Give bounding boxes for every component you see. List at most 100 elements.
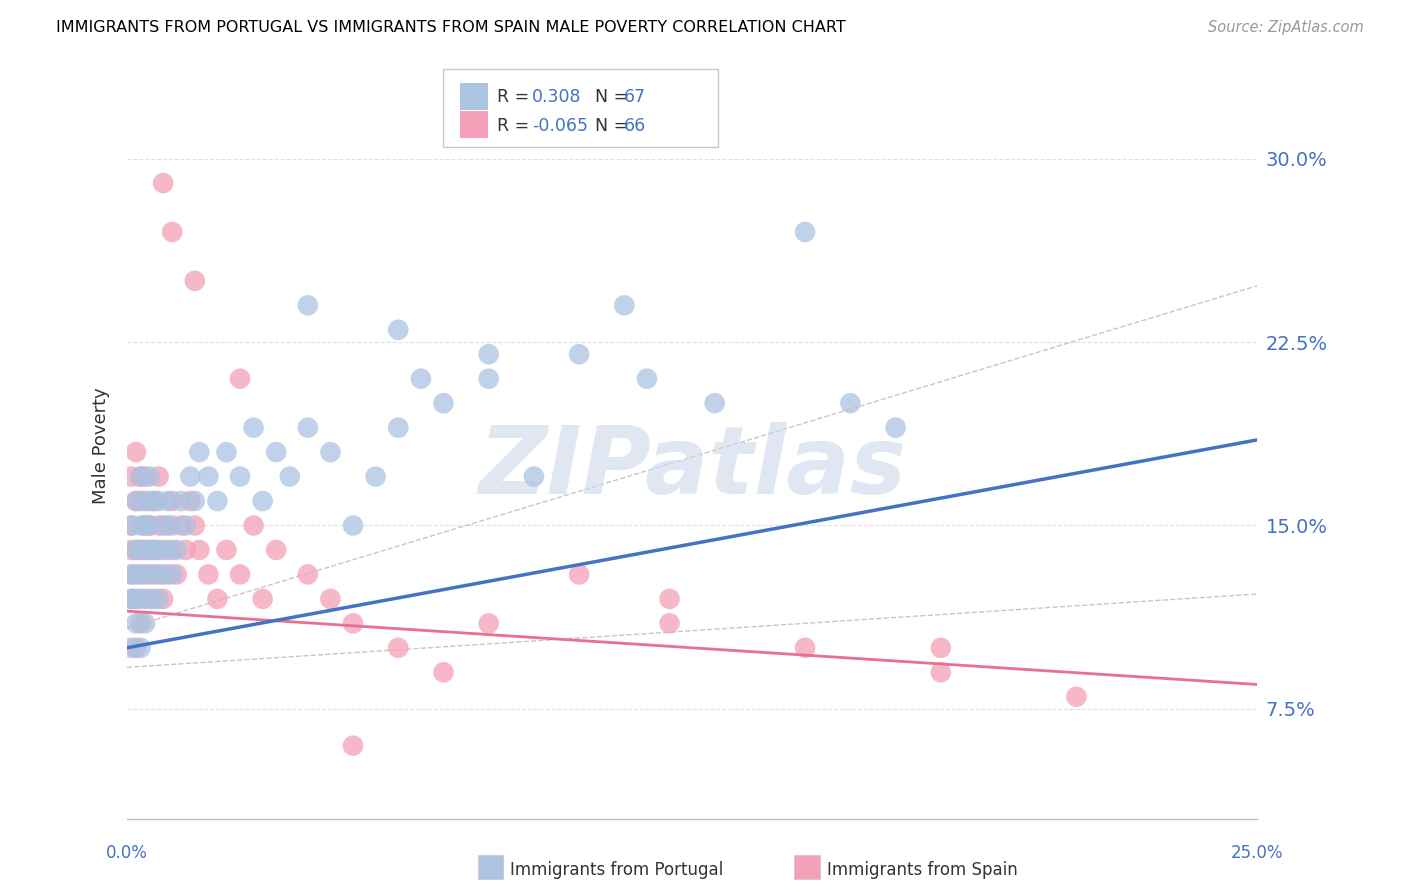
Point (839, 396, 862, 410)
Point (143, 494, 166, 508)
Text: 0.308: 0.308 (531, 88, 582, 106)
Point (121, 469, 143, 483)
Point (160, 518, 183, 533)
Point (215, 445, 238, 459)
Point (121, 567, 143, 582)
Point (121, 567, 143, 582)
Point (170, 518, 193, 533)
Point (138, 518, 160, 533)
Point (152, 518, 174, 533)
Point (179, 494, 201, 508)
Point (125, 640, 148, 655)
Point (613, 298, 636, 312)
Point (125, 567, 148, 582)
Text: 25.0%: 25.0% (1232, 844, 1284, 862)
Point (184, 274, 207, 288)
Point (160, 567, 183, 582)
Point (152, 176, 174, 190)
Point (134, 469, 156, 483)
Point (794, 225, 817, 239)
Point (197, 567, 219, 582)
Point (1066, 690, 1088, 704)
Text: 67: 67 (623, 88, 645, 106)
Point (134, 567, 156, 582)
Text: N =: N = (583, 88, 634, 106)
Point (129, 494, 152, 508)
Point (129, 469, 152, 483)
Point (134, 616, 156, 631)
Point (156, 518, 179, 533)
Point (148, 494, 170, 508)
Point (129, 469, 152, 483)
Point (121, 518, 143, 533)
Point (148, 543, 170, 558)
Point (184, 518, 207, 533)
Point (156, 494, 179, 508)
Point (170, 494, 193, 508)
Point (134, 543, 156, 558)
Point (658, 616, 681, 631)
Point (166, 567, 188, 582)
Point (523, 469, 546, 483)
Point (121, 518, 143, 533)
Text: 66: 66 (623, 117, 645, 135)
Point (658, 591, 681, 606)
Point (478, 616, 501, 631)
Point (121, 640, 143, 655)
Text: Immigrants from Spain: Immigrants from Spain (827, 861, 1018, 879)
Point (125, 591, 148, 606)
Y-axis label: Male Poverty: Male Poverty (93, 388, 110, 504)
Point (138, 469, 160, 483)
Point (121, 591, 143, 606)
Point (138, 543, 160, 558)
Point (188, 543, 211, 558)
Point (215, 543, 238, 558)
Point (364, 469, 387, 483)
Point (134, 591, 156, 606)
Text: R =: R = (496, 117, 534, 135)
Point (148, 567, 170, 582)
Point (129, 567, 152, 582)
Point (125, 543, 148, 558)
Point (278, 469, 301, 483)
Point (129, 640, 152, 655)
Point (129, 616, 152, 631)
Point (129, 543, 152, 558)
Point (568, 567, 591, 582)
Point (125, 445, 148, 459)
Point (166, 543, 188, 558)
Point (138, 543, 160, 558)
Point (160, 543, 183, 558)
Point (129, 543, 152, 558)
Point (125, 494, 148, 508)
Point (929, 640, 952, 655)
Point (125, 543, 148, 558)
Point (387, 323, 409, 337)
Point (252, 591, 274, 606)
Point (207, 494, 229, 508)
Point (174, 518, 197, 533)
Point (409, 372, 432, 386)
Point (297, 420, 319, 434)
Point (387, 420, 409, 434)
Point (129, 591, 152, 606)
Point (138, 518, 160, 533)
Point (143, 567, 166, 582)
Point (229, 469, 252, 483)
Point (148, 518, 170, 533)
Point (197, 469, 219, 483)
Point (264, 543, 287, 558)
Point (134, 518, 156, 533)
Point (174, 543, 197, 558)
Point (129, 518, 152, 533)
Point (148, 591, 170, 606)
Point (884, 420, 907, 434)
Point (134, 494, 156, 508)
Point (156, 543, 179, 558)
Point (319, 591, 342, 606)
Point (152, 591, 174, 606)
Text: -0.065: -0.065 (531, 117, 588, 135)
Point (138, 567, 160, 582)
Point (138, 494, 160, 508)
Point (432, 396, 454, 410)
